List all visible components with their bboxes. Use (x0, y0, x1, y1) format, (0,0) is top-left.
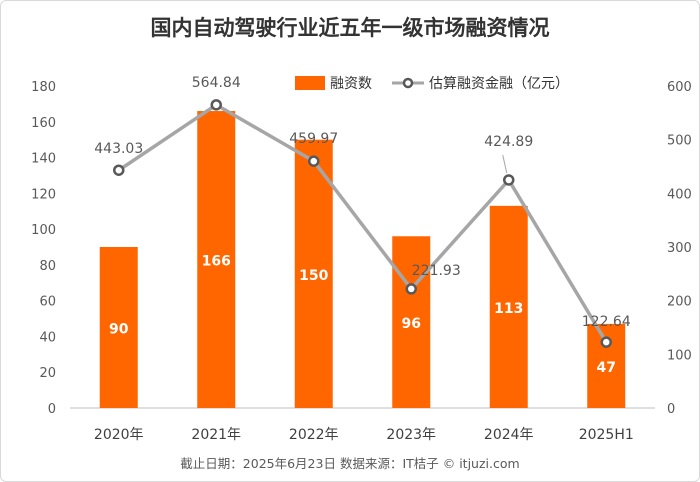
x-tick-label: 2025H1 (579, 427, 634, 443)
bar-value-label: 96 (402, 316, 421, 332)
legend-item-bar: 融资数 (295, 73, 372, 93)
series-line (117, 102, 608, 344)
bar-value-label: 150 (299, 268, 328, 284)
y-right-tick-label: 200 (667, 295, 692, 310)
bar (392, 236, 431, 408)
x-tick-label: 2021年 (191, 427, 241, 443)
x-tick-label: 2024年 (484, 427, 534, 443)
line-value-label: 424.89 (484, 134, 533, 150)
line-marker (503, 174, 515, 186)
y-left-tick-label: 20 (39, 366, 56, 381)
legend: 融资数 估算融资金融（亿元） (295, 73, 589, 93)
legend-line-swatch (392, 77, 424, 89)
label-leader-line (502, 154, 508, 174)
chart-footer: 截止日期：2025年6月23日 数据来源：IT桔子 © itjuzi.com (180, 456, 520, 471)
y-right-tick-label: 0 (667, 402, 675, 417)
bar-value-label: 47 (597, 360, 616, 376)
line-marker (113, 164, 125, 176)
y-right-tick-label: 300 (667, 241, 692, 256)
line-value-label: 443.03 (94, 141, 143, 157)
y-left-tick-label: 180 (31, 80, 56, 95)
line-value-label: 564.84 (192, 75, 241, 91)
chart-title: 国内自动驾驶行业近五年一级市场融资情况 (150, 16, 550, 40)
y-left-tick-label: 120 (31, 187, 56, 202)
y-left-tick-label: 0 (48, 402, 56, 417)
legend-bar-label: 融资数 (330, 76, 372, 92)
y-left-tick-label: 100 (31, 223, 56, 238)
line-marker (210, 99, 222, 111)
line-marker (405, 283, 417, 295)
line-marker (308, 155, 320, 167)
bar-value-label: 90 (109, 322, 129, 338)
bar (489, 205, 528, 408)
bar (294, 139, 333, 408)
bar-value-label: 166 (202, 254, 231, 270)
legend-bar-swatch (295, 76, 325, 90)
bar (99, 247, 138, 408)
line-value-label: 459.97 (289, 131, 338, 147)
y-left-tick-label: 80 (39, 259, 56, 274)
x-tick-label: 2023年 (386, 427, 436, 443)
bar-value-label: 113 (494, 301, 523, 317)
y-left-tick-label: 60 (39, 295, 56, 310)
line-value-label: 122.64 (582, 314, 631, 330)
y-right-tick-label: 100 (667, 348, 692, 363)
x-tick-label: 2022年 (289, 427, 339, 443)
y-left-tick-label: 140 (31, 152, 56, 167)
bar (197, 111, 236, 409)
y-left-tick-label: 160 (31, 116, 56, 131)
y-right-tick-label: 400 (667, 187, 692, 202)
line-value-label: 221.93 (412, 263, 461, 279)
y-right-tick-label: 500 (667, 134, 692, 149)
x-tick-label: 2020年 (94, 427, 144, 443)
legend-line-label: 估算融资金融（亿元） (429, 76, 569, 92)
y-left-tick-label: 40 (39, 330, 56, 345)
y-right-tick-label: 600 (667, 80, 692, 95)
legend-item-line: 估算融资金融（亿元） (392, 73, 569, 93)
line-marker (600, 336, 612, 348)
